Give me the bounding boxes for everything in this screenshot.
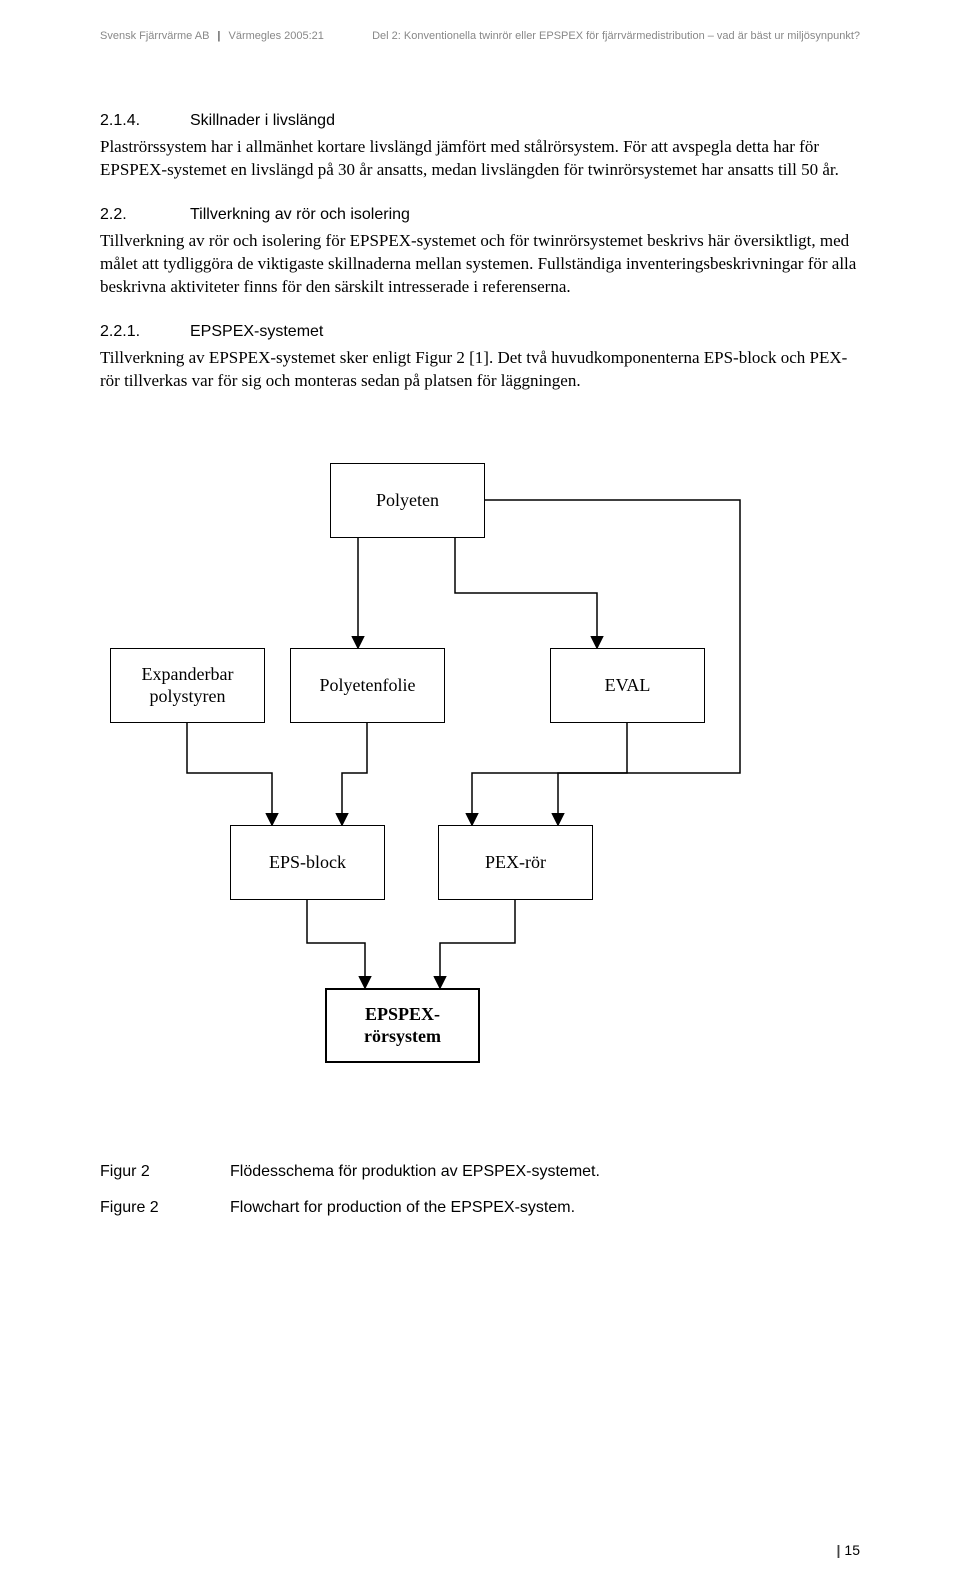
flowchart-node-eval: EVAL — [550, 648, 705, 723]
page-number-separator-icon: | — [837, 1542, 841, 1558]
caption-text-sv: Flödesschema för produktion av EPSPEX-sy… — [230, 1163, 600, 1181]
caption-label-sv: Figur 2 — [100, 1163, 230, 1181]
flowchart-figure-2: Polyeten Expanderbar polystyren Polyetenfo… — [100, 433, 860, 1113]
heading-2-2: 2.2. Tillverkning av rör och isolering — [100, 206, 860, 224]
header-doc: Värmegles 2005:21 — [229, 30, 324, 42]
body-2-2: Tillverkning av rör och isolering för EP… — [100, 230, 860, 299]
header-separator-icon: | — [217, 30, 220, 42]
flowchart-node-expanderbar: Expanderbar polystyren — [110, 648, 265, 723]
header-part: Del 2: Konventionella twinrör eller EPSP… — [372, 30, 860, 42]
heading-number: 2.2. — [100, 206, 190, 224]
heading-2-2-1: 2.2.1. EPSPEX-systemet — [100, 323, 860, 341]
heading-number: 2.2.1. — [100, 323, 190, 341]
caption-text-en: Flowchart for production of the EPSPEX-s… — [230, 1199, 575, 1217]
page-number: |15 — [837, 1542, 861, 1558]
flowchart-node-polyetenfolie: Polyetenfolie — [290, 648, 445, 723]
heading-title: Tillverkning av rör och isolering — [190, 206, 860, 224]
flowchart-node-polyeten: Polyeten — [330, 463, 485, 538]
body-2-2-1: Tillverkning av EPSPEX-systemet sker enl… — [100, 347, 860, 393]
page-number-value: 15 — [844, 1542, 860, 1558]
caption-sv: Figur 2 Flödesschema för produktion av E… — [100, 1163, 860, 1181]
heading-number: 2.1.4. — [100, 112, 190, 130]
page-header: Svensk Fjärrvärme AB | Värmegles 2005:21… — [100, 30, 860, 42]
figure-captions: Figur 2 Flödesschema för produktion av E… — [100, 1163, 860, 1217]
flowchart-node-epsblock: EPS-block — [230, 825, 385, 900]
header-org: Svensk Fjärrvärme AB — [100, 30, 209, 42]
body-2-1-4: Plaströrssystem har i allmänhet kortare … — [100, 136, 860, 182]
heading-title: EPSPEX-systemet — [190, 323, 860, 341]
flowchart-node-pexror: PEX-rör — [438, 825, 593, 900]
header-left: Svensk Fjärrvärme AB | Värmegles 2005:21 — [100, 30, 324, 42]
caption-label-en: Figure 2 — [100, 1199, 230, 1217]
heading-title: Skillnader i livslängd — [190, 112, 860, 130]
caption-en: Figure 2 Flowchart for production of the… — [100, 1199, 860, 1217]
heading-2-1-4: 2.1.4. Skillnader i livslängd — [100, 112, 860, 130]
flowchart-node-epspex: EPSPEX- rörsystem — [325, 988, 480, 1063]
